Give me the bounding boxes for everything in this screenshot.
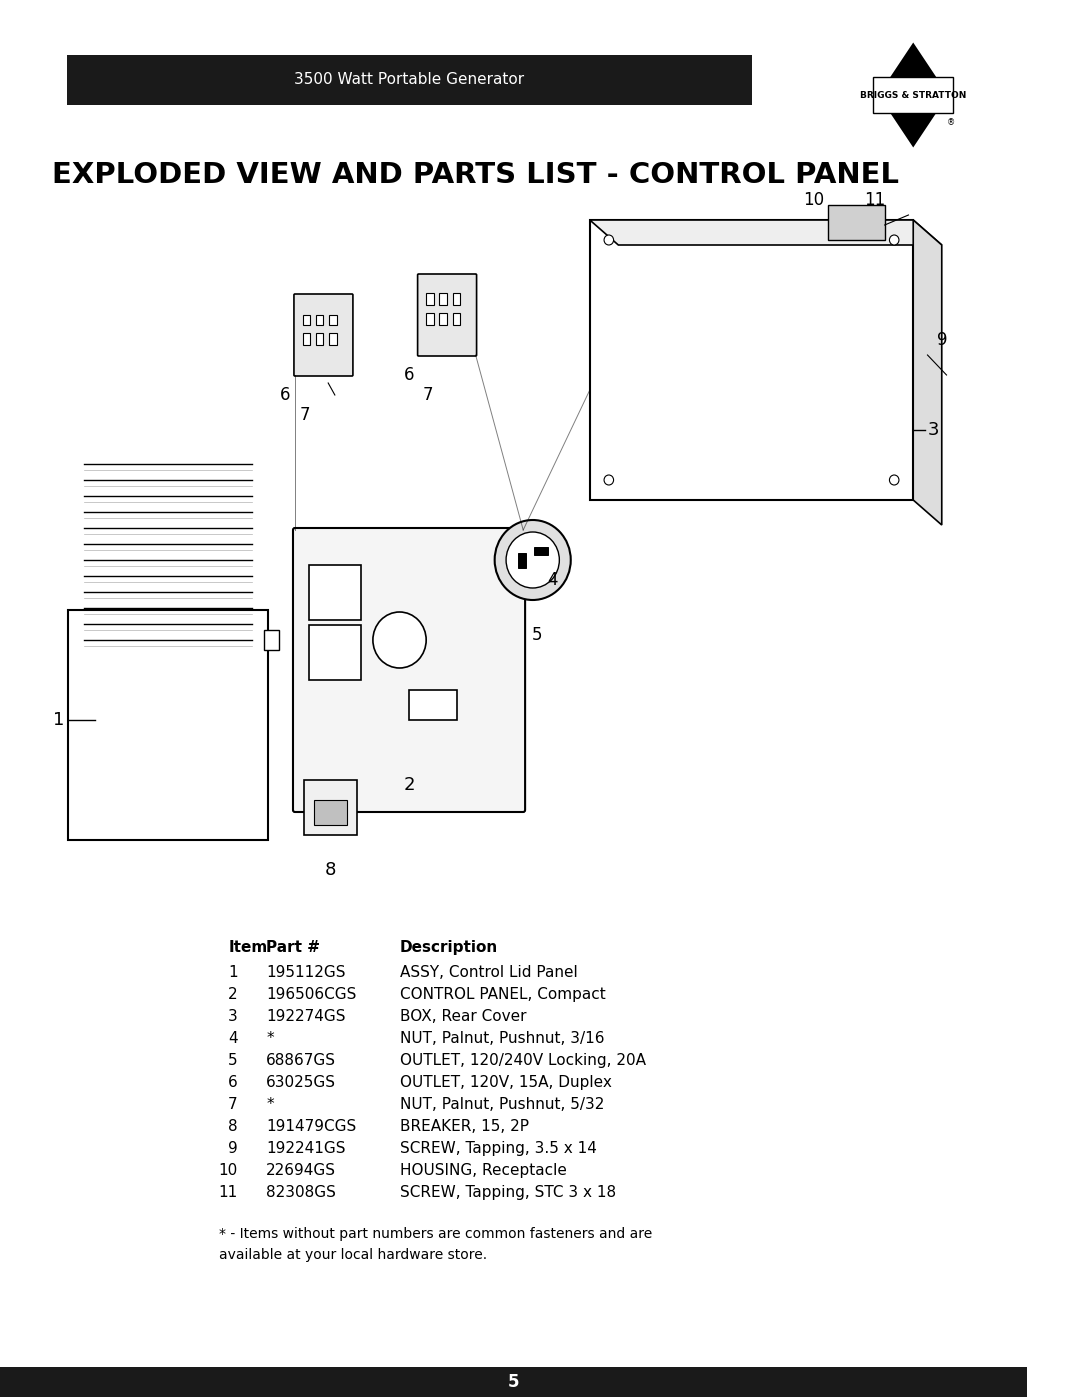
Text: EXPLODED VIEW AND PARTS LIST - CONTROL PANEL: EXPLODED VIEW AND PARTS LIST - CONTROL P… — [52, 161, 900, 189]
Text: CONTROL PANEL, Compact: CONTROL PANEL, Compact — [400, 988, 605, 1002]
Text: *: * — [267, 1097, 274, 1112]
Text: BRIGGS & STRATTON: BRIGGS & STRATTON — [860, 91, 967, 99]
Text: SCREW, Tapping, 3.5 x 14: SCREW, Tapping, 3.5 x 14 — [400, 1141, 596, 1155]
Text: 10: 10 — [218, 1162, 238, 1178]
Text: 22694GS: 22694GS — [267, 1162, 336, 1178]
FancyBboxPatch shape — [294, 293, 353, 376]
Text: 9: 9 — [936, 331, 947, 349]
Bar — [302, 332, 310, 345]
Circle shape — [604, 235, 613, 244]
Bar — [0, 1368, 1027, 1397]
Text: ®: ® — [947, 119, 956, 127]
Circle shape — [507, 532, 559, 588]
Text: 3: 3 — [928, 420, 939, 439]
Bar — [309, 624, 362, 680]
Polygon shape — [877, 41, 949, 149]
Bar — [305, 780, 356, 835]
Bar — [518, 553, 526, 569]
FancyBboxPatch shape — [293, 528, 525, 812]
Bar — [874, 77, 954, 113]
Bar — [427, 313, 434, 326]
Bar — [453, 293, 460, 305]
Text: 2: 2 — [228, 988, 238, 1002]
Text: SCREW, Tapping, STC 3 x 18: SCREW, Tapping, STC 3 x 18 — [400, 1185, 616, 1200]
Text: 10: 10 — [802, 191, 824, 210]
Bar — [302, 314, 310, 326]
Bar — [827, 205, 885, 240]
Bar — [309, 564, 362, 620]
Text: 192274GS: 192274GS — [267, 1009, 346, 1024]
Text: 1: 1 — [53, 711, 65, 729]
Text: NUT, Palnut, Pushnut, 3/16: NUT, Palnut, Pushnut, 3/16 — [400, 1031, 604, 1046]
Text: 11: 11 — [865, 191, 886, 210]
Bar — [314, 800, 347, 826]
Text: 195112GS: 195112GS — [267, 965, 346, 981]
Text: * - Items without part numbers are common fasteners and are
available at your lo: * - Items without part numbers are commo… — [219, 1227, 652, 1261]
Text: 6: 6 — [280, 386, 291, 404]
Bar — [329, 332, 337, 345]
Bar — [67, 54, 752, 105]
Text: 8: 8 — [324, 861, 336, 879]
FancyBboxPatch shape — [418, 274, 476, 356]
Text: 196506CGS: 196506CGS — [267, 988, 356, 1002]
Text: 4: 4 — [228, 1031, 238, 1046]
Text: 68867GS: 68867GS — [267, 1053, 336, 1067]
Bar — [409, 690, 457, 719]
Text: 5: 5 — [532, 626, 543, 644]
Bar — [590, 219, 914, 500]
Text: 63025GS: 63025GS — [267, 1076, 336, 1090]
Bar — [534, 548, 548, 555]
Text: OUTLET, 120V, 15A, Duplex: OUTLET, 120V, 15A, Duplex — [400, 1076, 611, 1090]
Text: BREAKER, 15, 2P: BREAKER, 15, 2P — [400, 1119, 528, 1134]
Text: 7: 7 — [228, 1097, 238, 1112]
Bar — [453, 313, 460, 326]
Bar — [329, 314, 337, 326]
Text: HOUSING, Receptacle: HOUSING, Receptacle — [400, 1162, 566, 1178]
Text: 4: 4 — [546, 571, 557, 590]
Text: Description: Description — [400, 940, 498, 956]
Bar — [68, 610, 268, 840]
Text: 82308GS: 82308GS — [267, 1185, 336, 1200]
Circle shape — [604, 475, 613, 485]
Circle shape — [890, 235, 899, 244]
Text: 1: 1 — [228, 965, 238, 981]
Text: 5: 5 — [228, 1053, 238, 1067]
Text: 5: 5 — [508, 1373, 519, 1391]
Circle shape — [890, 475, 899, 485]
Polygon shape — [914, 219, 942, 525]
Text: 3: 3 — [228, 1009, 238, 1024]
Bar — [315, 314, 323, 326]
Text: *: * — [267, 1031, 274, 1046]
Text: NUT, Palnut, Pushnut, 5/32: NUT, Palnut, Pushnut, 5/32 — [400, 1097, 604, 1112]
Text: 191479CGS: 191479CGS — [267, 1119, 356, 1134]
Bar — [265, 630, 279, 650]
Text: 9: 9 — [228, 1141, 238, 1155]
Text: 3500 Watt Portable Generator: 3500 Watt Portable Generator — [294, 73, 524, 88]
Text: Part #: Part # — [267, 940, 321, 956]
Text: OUTLET, 120/240V Locking, 20A: OUTLET, 120/240V Locking, 20A — [400, 1053, 646, 1067]
Circle shape — [495, 520, 570, 599]
Text: 6: 6 — [228, 1076, 238, 1090]
Text: Item: Item — [228, 940, 268, 956]
Text: 2: 2 — [403, 775, 415, 793]
Polygon shape — [590, 219, 942, 244]
Text: 6: 6 — [404, 366, 415, 384]
Circle shape — [373, 612, 427, 668]
Text: BOX, Rear Cover: BOX, Rear Cover — [400, 1009, 526, 1024]
Text: 11: 11 — [218, 1185, 238, 1200]
Bar — [440, 313, 447, 326]
Text: 192241GS: 192241GS — [267, 1141, 346, 1155]
Bar — [427, 293, 434, 305]
Bar — [315, 332, 323, 345]
Text: ASSY, Control Lid Panel: ASSY, Control Lid Panel — [400, 965, 578, 981]
Text: 7: 7 — [299, 407, 310, 425]
Text: 8: 8 — [228, 1119, 238, 1134]
Text: 7: 7 — [423, 386, 433, 404]
Bar — [440, 293, 447, 305]
